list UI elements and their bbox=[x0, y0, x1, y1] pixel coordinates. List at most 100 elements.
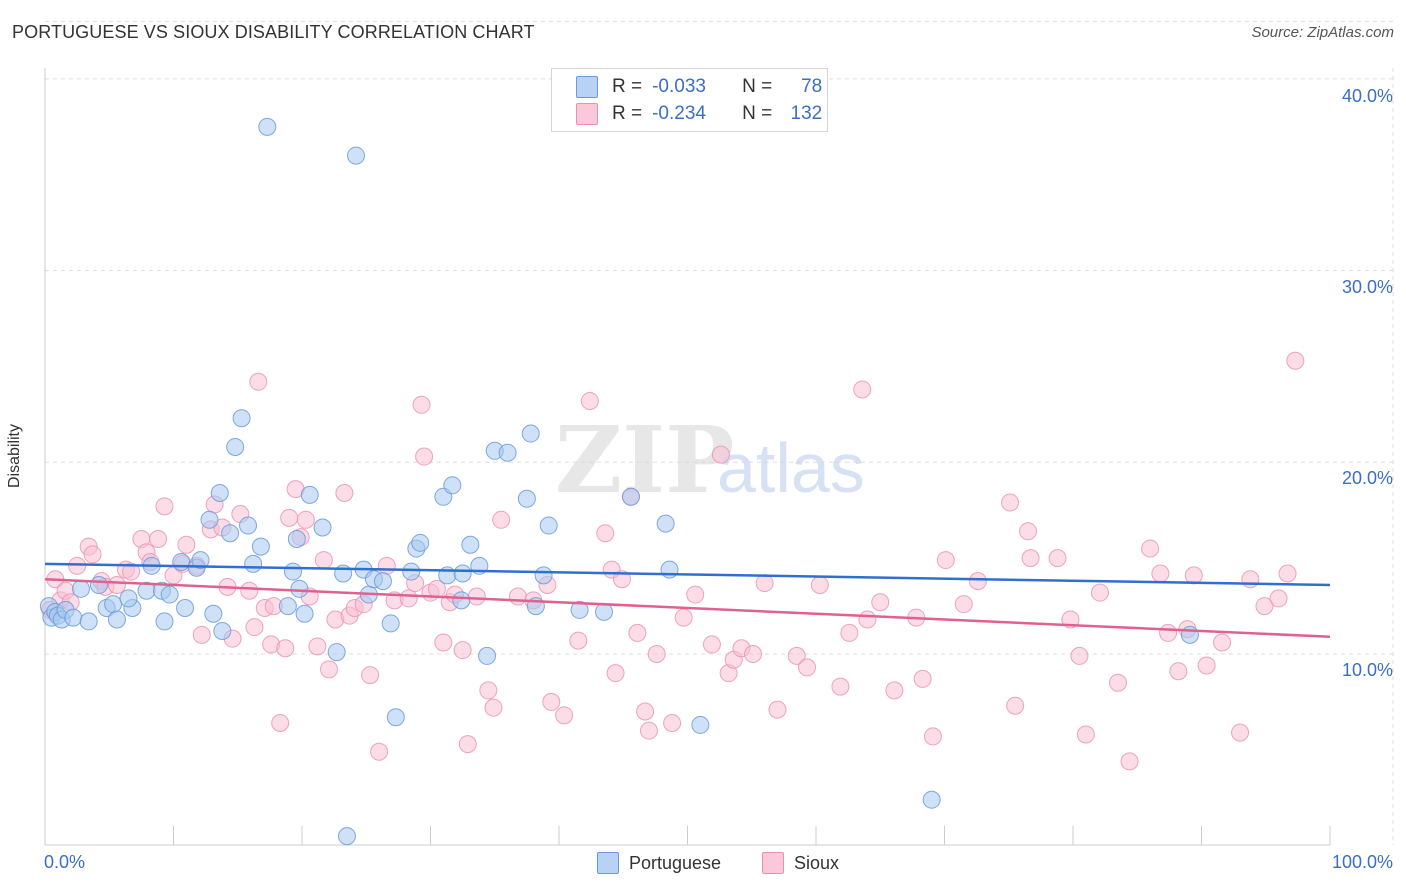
portuguese-point bbox=[461, 535, 480, 554]
sioux-point bbox=[787, 646, 806, 665]
portuguese-point bbox=[172, 552, 191, 571]
sioux-point bbox=[580, 391, 599, 410]
sioux-point bbox=[1141, 539, 1160, 558]
sioux-point bbox=[1197, 656, 1216, 675]
sioux-point bbox=[871, 593, 890, 612]
y-tick-20: 20.0% bbox=[1341, 468, 1393, 488]
sioux-point bbox=[399, 589, 418, 608]
sioux-point bbox=[968, 572, 987, 591]
portuguese-point bbox=[534, 566, 553, 585]
portuguese-legend-label: Portuguese bbox=[629, 852, 722, 873]
portuguese-r-value: -0.033 bbox=[652, 76, 706, 97]
sioux-point bbox=[1241, 570, 1260, 589]
sioux-point bbox=[467, 587, 486, 606]
sioux-point bbox=[245, 618, 264, 637]
portuguese-point bbox=[119, 589, 138, 608]
trend-lines bbox=[44, 562, 1331, 638]
sioux-point bbox=[798, 658, 817, 677]
sioux-point bbox=[1006, 696, 1025, 715]
sioux-point bbox=[377, 556, 396, 575]
portuguese-point bbox=[402, 562, 421, 581]
sioux-point bbox=[412, 395, 431, 414]
sioux-point bbox=[639, 721, 658, 740]
portuguese-point bbox=[478, 646, 497, 665]
portuguese-point bbox=[337, 827, 356, 846]
sioux-point bbox=[628, 623, 647, 642]
sioux-point bbox=[149, 529, 168, 548]
portuguese-point bbox=[200, 510, 219, 529]
portuguese-trend-line bbox=[44, 562, 1331, 587]
sioux-points bbox=[41, 351, 1305, 771]
sioux-point bbox=[240, 581, 259, 600]
sioux-point bbox=[1076, 725, 1095, 744]
axes bbox=[44, 68, 1331, 846]
portuguese-point bbox=[64, 608, 83, 627]
portuguese-n-value: 78 bbox=[801, 76, 823, 97]
sioux-point bbox=[885, 681, 904, 700]
sioux-point bbox=[1213, 633, 1232, 652]
sioux-point bbox=[1278, 564, 1297, 583]
sioux-point bbox=[319, 660, 338, 679]
portuguese-point bbox=[621, 487, 640, 506]
sioux-point bbox=[1070, 646, 1089, 665]
portuguese-point bbox=[160, 585, 179, 604]
portuguese-point bbox=[258, 117, 277, 136]
portuguese-point bbox=[443, 476, 462, 495]
watermark-zip: ZIP bbox=[555, 406, 734, 514]
sioux-point bbox=[1001, 493, 1020, 512]
portuguese-point bbox=[89, 575, 108, 594]
portuguese-point bbox=[411, 533, 430, 552]
legend-row-portuguese: R = -0.033 N = 78 bbox=[576, 75, 822, 99]
sioux-point bbox=[1169, 662, 1188, 681]
portuguese-point bbox=[570, 600, 589, 619]
legend-row-sioux: R = -0.234 N = 132 bbox=[576, 102, 822, 126]
sioux-point bbox=[1090, 583, 1109, 602]
sioux-trend-line bbox=[44, 577, 1331, 638]
portuguese-point bbox=[244, 554, 263, 573]
sioux-point bbox=[458, 735, 477, 754]
x-tick-max: 100.0% bbox=[1331, 852, 1393, 872]
sioux-point bbox=[434, 633, 453, 652]
portuguese-point bbox=[922, 790, 941, 809]
portuguese-n-label: N = bbox=[742, 76, 773, 97]
sioux-point bbox=[606, 664, 625, 683]
sioux-point bbox=[744, 645, 763, 663]
sioux-point bbox=[542, 692, 561, 711]
portuguese-swatch bbox=[576, 76, 598, 98]
portuguese-point bbox=[691, 715, 710, 734]
portuguese-point bbox=[191, 551, 210, 570]
sioux-point bbox=[271, 714, 290, 733]
portuguese-point bbox=[107, 610, 126, 629]
sioux-point bbox=[755, 574, 774, 593]
sioux-point bbox=[831, 677, 850, 696]
legend-item-portuguese[interactable]: Portuguese bbox=[597, 852, 721, 874]
portuguese-point bbox=[594, 602, 613, 621]
sioux-point bbox=[853, 380, 872, 399]
sioux-point bbox=[840, 623, 859, 642]
sioux-point bbox=[674, 608, 693, 627]
sioux-point bbox=[663, 714, 682, 733]
portuguese-point bbox=[521, 424, 540, 443]
y-tick-10: 10.0% bbox=[1341, 660, 1393, 680]
portuguese-point bbox=[278, 597, 297, 616]
sioux-point bbox=[913, 669, 932, 688]
sioux-n-value: 132 bbox=[790, 103, 823, 124]
x-tick-min: 0.0% bbox=[44, 852, 86, 872]
sioux-point bbox=[276, 639, 295, 658]
portuguese-point bbox=[290, 579, 309, 598]
sioux-r-label: R = bbox=[612, 103, 643, 124]
portuguese-point bbox=[1180, 625, 1199, 644]
portuguese-point bbox=[221, 524, 240, 543]
sioux-point bbox=[492, 510, 511, 529]
portuguese-point bbox=[300, 485, 319, 504]
sioux-point bbox=[596, 524, 615, 543]
sioux-legend-swatch bbox=[762, 852, 784, 874]
sioux-point bbox=[1231, 723, 1250, 742]
legend-item-sioux[interactable]: Sioux bbox=[762, 852, 839, 874]
watermark-atlas: atlas bbox=[717, 429, 865, 507]
sioux-point bbox=[107, 575, 126, 594]
sioux-point bbox=[1286, 351, 1305, 370]
portuguese-point bbox=[453, 564, 472, 583]
portuguese-point bbox=[204, 604, 223, 623]
